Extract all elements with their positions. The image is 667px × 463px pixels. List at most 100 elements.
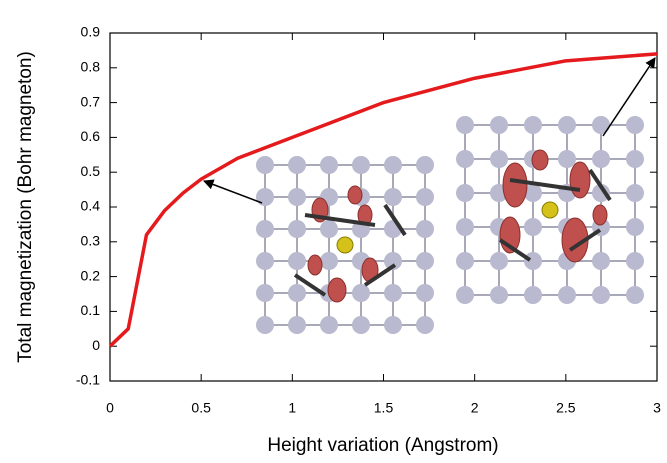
bond xyxy=(293,273,327,297)
atom xyxy=(558,150,576,168)
atom xyxy=(256,156,274,174)
molecule-insets xyxy=(256,116,644,334)
atom xyxy=(288,316,306,334)
atom xyxy=(592,116,610,134)
atom xyxy=(256,220,274,238)
atom xyxy=(592,252,610,270)
y-tick-label: 0.8 xyxy=(81,59,101,75)
atom xyxy=(456,150,474,168)
atom xyxy=(524,116,542,134)
y-axis-title: Total magnetization (Bohr magneton) xyxy=(15,51,36,363)
atom xyxy=(456,184,474,202)
y-tick-label: -0.1 xyxy=(76,372,100,388)
annotation-arrow xyxy=(602,57,656,137)
atom xyxy=(456,252,474,270)
atom xyxy=(524,286,542,304)
y-tick-label: 0.7 xyxy=(81,93,101,109)
atom xyxy=(626,150,644,168)
atom xyxy=(256,316,274,334)
x-tick-label: 1.5 xyxy=(374,400,394,416)
spin-density xyxy=(327,277,347,303)
bond xyxy=(568,228,602,252)
bond xyxy=(383,203,407,237)
bond xyxy=(304,213,376,227)
y-tick-label: 0.9 xyxy=(81,24,101,40)
atom xyxy=(490,252,508,270)
atom xyxy=(416,156,434,174)
bond xyxy=(498,238,532,262)
atom xyxy=(320,252,338,270)
atom xyxy=(320,316,338,334)
atom xyxy=(592,184,610,202)
atom xyxy=(456,286,474,304)
atom xyxy=(256,284,274,302)
bond xyxy=(363,263,397,287)
atom xyxy=(320,156,338,174)
x-axis-title: Height variation (Angstrom) xyxy=(267,435,498,456)
plot-frame xyxy=(109,32,658,382)
atom xyxy=(416,188,434,206)
metal-atom xyxy=(336,236,354,254)
atom xyxy=(352,284,370,302)
atom xyxy=(490,150,508,168)
atom xyxy=(352,156,370,174)
atom xyxy=(558,116,576,134)
atom xyxy=(456,218,474,236)
atom xyxy=(592,150,610,168)
atom xyxy=(416,252,434,270)
y-tick-label: 0 xyxy=(92,337,100,353)
atom xyxy=(416,284,434,302)
spin-density xyxy=(531,149,549,171)
atom xyxy=(490,286,508,304)
atom xyxy=(288,156,306,174)
x-tick-label: 3 xyxy=(653,400,661,416)
y-tick-label: 0.6 xyxy=(81,128,101,144)
atom xyxy=(288,188,306,206)
atom xyxy=(384,252,402,270)
y-tick-label: 0.4 xyxy=(81,198,101,214)
spin-density xyxy=(307,254,323,276)
atom xyxy=(288,252,306,270)
y-tick-label: 0.3 xyxy=(81,233,101,249)
atom xyxy=(626,252,644,270)
spin-density xyxy=(569,161,591,199)
atom xyxy=(524,184,542,202)
atom xyxy=(524,218,542,236)
atom xyxy=(256,188,274,206)
atom xyxy=(288,220,306,238)
atom xyxy=(626,218,644,236)
x-tick-label: 2.5 xyxy=(556,400,576,416)
atom xyxy=(416,316,434,334)
spin-density xyxy=(502,162,528,208)
spin-density xyxy=(347,185,363,205)
atom xyxy=(384,188,402,206)
bond xyxy=(509,178,581,192)
x-tick-label: 0.5 xyxy=(191,400,211,416)
atom xyxy=(490,116,508,134)
atom xyxy=(456,116,474,134)
metal-atom xyxy=(541,201,559,219)
atom xyxy=(320,220,338,238)
y-tick-label: 0.2 xyxy=(81,267,101,283)
line-series xyxy=(108,52,658,348)
atom xyxy=(626,184,644,202)
atom xyxy=(416,220,434,238)
annotation-arrow xyxy=(203,179,263,204)
y-tick-label: 0.5 xyxy=(81,163,101,179)
bond xyxy=(588,168,612,202)
atom xyxy=(592,286,610,304)
spin-density xyxy=(592,204,608,226)
atom xyxy=(384,156,402,174)
atom xyxy=(352,316,370,334)
y-tick-label: 0.1 xyxy=(81,302,101,318)
x-tick-label: 1 xyxy=(288,400,296,416)
atom xyxy=(558,286,576,304)
atom xyxy=(524,252,542,270)
x-tick-label: 2 xyxy=(471,400,479,416)
x-tick-label: 0 xyxy=(106,400,114,416)
atom xyxy=(384,284,402,302)
atom xyxy=(256,252,274,270)
atom xyxy=(384,316,402,334)
atom xyxy=(288,284,306,302)
